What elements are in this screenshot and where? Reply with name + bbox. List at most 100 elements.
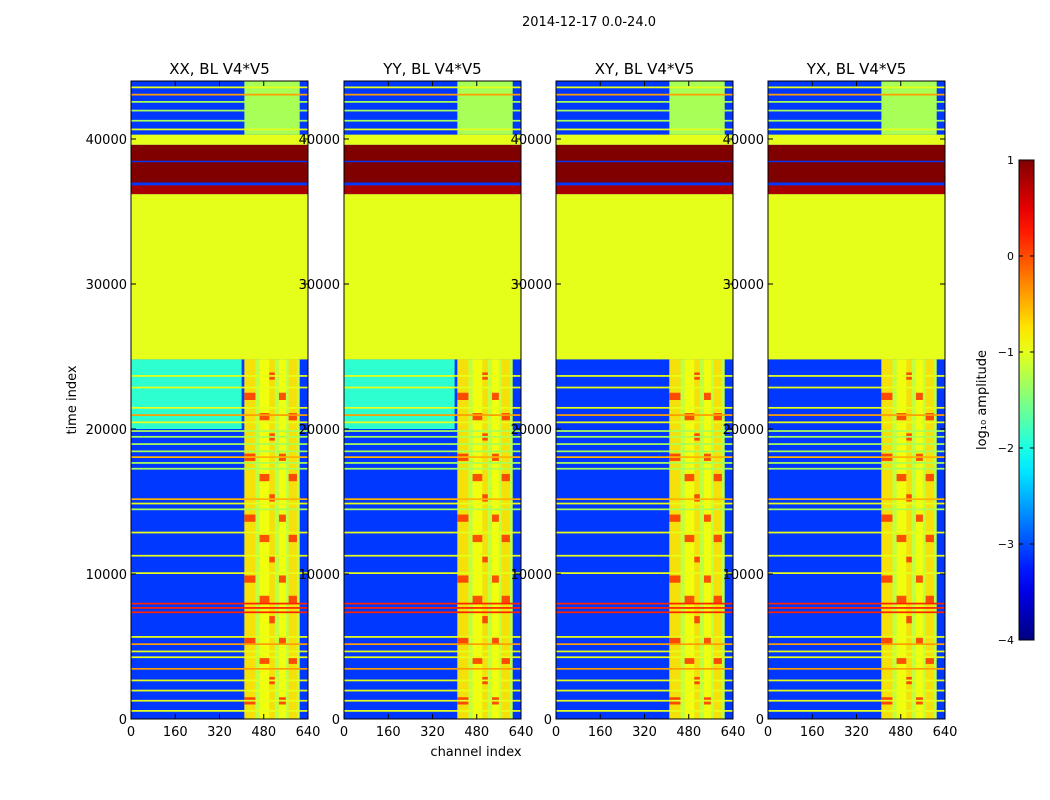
- rfi-speckle: [491, 636, 499, 644]
- flag-line: [768, 386, 945, 389]
- x-tick-label: 0: [127, 725, 135, 740]
- rfi-speckle: [896, 473, 907, 482]
- flag-line: [768, 456, 945, 458]
- heatmap-image: [768, 81, 945, 719]
- flag-line: [344, 502, 521, 505]
- x-tick-label: 480: [251, 725, 276, 740]
- rfi-speckle: [278, 514, 286, 522]
- flag-line: [344, 450, 521, 453]
- flag-line: [344, 386, 521, 389]
- rfi-speckle: [684, 473, 695, 482]
- colorbar-tick-label: −1: [998, 346, 1014, 359]
- flag-line: [768, 467, 945, 470]
- flag-line: [768, 414, 945, 416]
- rfi-speckle: [288, 534, 297, 543]
- flag-line: [131, 456, 308, 458]
- flag-line: [556, 611, 733, 614]
- x-tick-label: 320: [420, 725, 445, 740]
- flag-line: [344, 699, 521, 702]
- y-tick-label: 20000: [723, 423, 764, 438]
- flag-line: [131, 679, 308, 682]
- flag-line: [556, 101, 733, 103]
- rfi-speckle: [269, 616, 275, 624]
- flag-line: [768, 602, 945, 605]
- rfi-speckle: [915, 514, 923, 522]
- fill-block: [768, 185, 945, 195]
- y-tick-label: 30000: [511, 278, 552, 293]
- flag-line: [556, 119, 733, 122]
- flag-line: [344, 421, 521, 424]
- colorbar-tick-label: 1: [1007, 154, 1014, 167]
- flag-line: [131, 656, 308, 659]
- fill-block: [344, 194, 521, 360]
- flag-line: [131, 602, 308, 605]
- colorbar-tick-label: −3: [998, 538, 1014, 551]
- flag-line: [556, 421, 733, 424]
- rfi-speckle: [501, 534, 510, 543]
- fill-block: [556, 194, 733, 360]
- rfi-speckle: [713, 656, 722, 664]
- fill-block: [556, 162, 733, 183]
- x-tick-label: 160: [588, 725, 613, 740]
- figure-title: 2014-12-17 0.0-24.0: [522, 15, 656, 30]
- flag-line: [131, 128, 308, 131]
- fill-block: [768, 134, 945, 145]
- flag-line: [344, 414, 521, 416]
- rfi-speckle: [244, 575, 256, 583]
- flag-line: [131, 689, 308, 692]
- flag-line: [344, 467, 521, 470]
- flag-line: [768, 443, 945, 445]
- rfi-speckle: [472, 534, 483, 543]
- rfi-speckle: [881, 514, 893, 522]
- flag-line: [556, 467, 733, 470]
- flag-line: [131, 667, 308, 670]
- flag-line: [556, 93, 733, 96]
- flag-line: [131, 636, 308, 638]
- rfi-speckle: [906, 555, 912, 563]
- flag-line: [344, 650, 521, 653]
- y-tick-label: 10000: [86, 568, 127, 583]
- flag-line: [131, 406, 308, 409]
- fill-block: [131, 185, 308, 195]
- rfi-speckle: [259, 473, 270, 482]
- x-tick-label: 480: [464, 725, 489, 740]
- rfi-speckle: [881, 575, 893, 583]
- quiet-band: [131, 359, 242, 429]
- rfi-channel: [457, 359, 469, 719]
- rfi-speckle: [259, 534, 270, 543]
- flag-line: [556, 699, 733, 702]
- y-tick-label: 40000: [299, 133, 340, 148]
- flag-line: [131, 607, 308, 609]
- flag-line: [131, 101, 308, 103]
- rfi-speckle: [269, 555, 275, 563]
- flag-line: [768, 421, 945, 424]
- rfi-speckle: [896, 656, 907, 664]
- panel: YY, BL V4*V5 0 160 320 480 640 0 10000 20000 3000…: [299, 60, 534, 740]
- rfi-speckle: [684, 595, 695, 603]
- flag-line: [768, 109, 945, 112]
- flag-line: [556, 86, 733, 89]
- fill-block: [344, 162, 521, 183]
- rfi-speckle: [288, 473, 297, 482]
- flag-line: [131, 467, 308, 470]
- rfi-speckle: [703, 636, 711, 644]
- y-tick-label: 30000: [723, 278, 764, 293]
- rfi-speckle: [684, 656, 695, 664]
- flag-line: [768, 656, 945, 659]
- rfi-speckle: [915, 575, 923, 583]
- flag-line: [556, 414, 733, 416]
- flag-line: [556, 554, 733, 557]
- rfi-speckle: [925, 656, 934, 664]
- flag-line: [131, 462, 308, 464]
- rfi-channel: [669, 359, 681, 719]
- flag-line: [344, 572, 521, 574]
- flag-line: [556, 650, 733, 653]
- flag-line: [768, 611, 945, 614]
- rfi-region-upper: [881, 81, 937, 135]
- rfi-speckle: [669, 392, 681, 400]
- panel-title: XY, BL V4*V5: [595, 60, 695, 78]
- flag-line: [768, 93, 945, 96]
- fill-block: [131, 134, 308, 145]
- rfi-speckle: [457, 575, 469, 583]
- rfi-speckle: [896, 413, 907, 421]
